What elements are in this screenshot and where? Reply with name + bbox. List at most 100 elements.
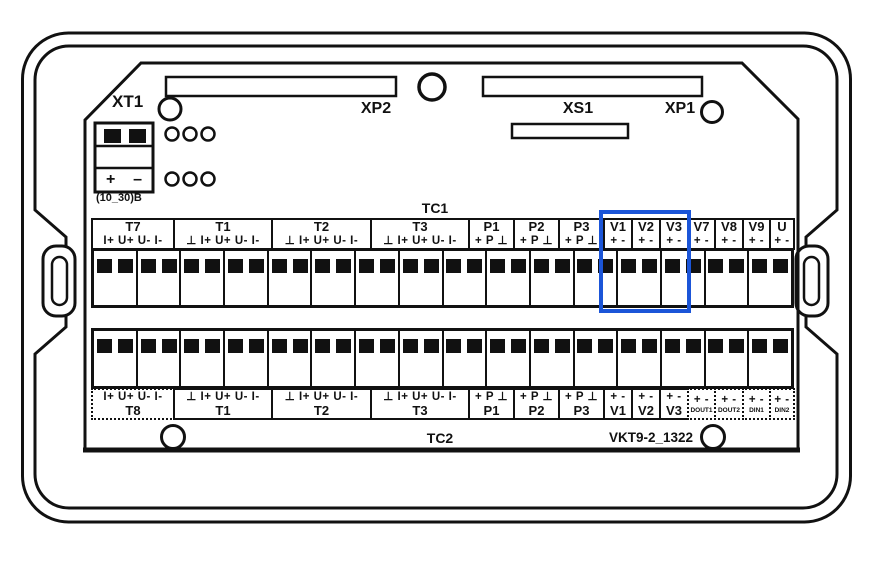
- group-name: P1: [483, 219, 500, 234]
- terminal-cell: [181, 251, 226, 305]
- group-pins: ⊥ I+ U+ U- I-: [284, 391, 359, 403]
- terminal-contact: [117, 339, 133, 353]
- group-pins: + P ⊥: [519, 235, 554, 247]
- connector-xp2-bar: [164, 75, 398, 98]
- terminal-contact: [621, 339, 637, 353]
- group-name: V8: [721, 219, 737, 234]
- terminal-group-v1: + - V1: [603, 388, 633, 420]
- group-name: T1: [215, 403, 231, 418]
- terminal-contact: [446, 259, 462, 273]
- xt1-voltage-label: (10_30)B: [96, 192, 142, 204]
- group-pins: ⊥ I+ U+ U- I-: [383, 391, 457, 403]
- terminal-group-v1: V1 + -: [603, 218, 633, 250]
- xt1-contact-1: [104, 129, 121, 143]
- terminal-contact: [402, 259, 418, 273]
- terminal-cell: [531, 331, 575, 386]
- terminal-cell: [138, 251, 182, 305]
- group-name: DIN2: [774, 407, 790, 414]
- terminal-group-v7: V7 + -: [687, 218, 716, 250]
- terminal-group-t3: T3 ⊥ I+ U+ U- I-: [370, 218, 470, 250]
- terminal-cell: [618, 331, 662, 386]
- terminal-contact: [379, 339, 395, 353]
- group-pins: + P ⊥: [519, 391, 554, 403]
- group-name: T7: [125, 219, 141, 234]
- group-pins: + -: [693, 394, 710, 406]
- group-name: V3: [666, 403, 682, 418]
- connection-panel-outline: [83, 61, 800, 450]
- terminal-contact: [271, 259, 287, 273]
- terminal-contact: [773, 339, 789, 353]
- terminal-cell: [531, 251, 575, 305]
- terminal-contact: [315, 259, 331, 273]
- bottom-terminal-strip: [91, 328, 794, 389]
- connector-xp1-bar: [481, 75, 704, 98]
- terminal-contact: [621, 259, 637, 273]
- terminal-cell: [749, 251, 791, 305]
- terminal-group-t7: T7 I+ U+ U- I-: [91, 218, 175, 250]
- terminal-cell: [575, 331, 619, 386]
- terminal-contact: [577, 259, 593, 273]
- left-latch-slot: [50, 255, 69, 307]
- terminal-contact: [379, 259, 395, 273]
- terminal-group-t1: T1 ⊥ I+ U+ U- I-: [173, 218, 273, 250]
- xt1-minus-sign: –: [133, 171, 143, 188]
- terminal-cell: [618, 251, 662, 305]
- terminal-contact: [598, 339, 614, 353]
- terminal-group-t2: ⊥ I+ U+ U- I- T2: [271, 388, 372, 420]
- terminal-cell: [662, 331, 706, 386]
- terminal-contact: [490, 259, 506, 273]
- group-pins: + -: [748, 394, 765, 406]
- terminal-cell: [487, 251, 531, 305]
- group-pins: I+ U+ U- I-: [103, 391, 163, 403]
- terminal-cell: [400, 331, 444, 386]
- terminal-contact: [554, 339, 570, 353]
- terminal-contact: [773, 259, 789, 273]
- terminal-contact: [248, 339, 264, 353]
- terminal-contact: [248, 259, 264, 273]
- group-pins: + -: [610, 391, 626, 403]
- tc1-label: TC1: [421, 200, 449, 216]
- group-name: T8: [125, 403, 141, 418]
- terminal-group-dout1: + - DOUT1: [687, 388, 716, 420]
- terminal-cell: [269, 331, 313, 386]
- terminal-contact: [184, 259, 200, 273]
- terminal-group-din1: + - DIN1: [742, 388, 771, 420]
- terminal-contact: [161, 259, 177, 273]
- group-pins: + -: [721, 235, 737, 247]
- terminal-contact: [554, 259, 570, 273]
- group-name: V9: [748, 219, 765, 234]
- terminal-group-din2: + - DIN2: [769, 388, 795, 420]
- terminal-cell: [356, 251, 400, 305]
- group-pins: ⊥ I+ U+ U- I-: [383, 235, 457, 247]
- terminal-cell: [444, 331, 488, 386]
- terminal-contact: [446, 339, 462, 353]
- terminal-contact: [642, 339, 658, 353]
- tc2-label: TC2: [426, 430, 454, 446]
- terminal-cell: [312, 331, 357, 386]
- xs1-label: XS1: [562, 100, 594, 117]
- terminal-contact: [664, 339, 680, 353]
- terminal-contact: [423, 339, 439, 353]
- bottom-right-hole: [700, 424, 726, 450]
- group-pins: ⊥ I+ U+ U- I-: [186, 235, 260, 247]
- terminal-contact: [96, 259, 112, 273]
- group-name: P2: [528, 219, 545, 234]
- terminal-contact: [227, 259, 243, 273]
- xp2-label: XP2: [360, 100, 392, 117]
- top-group-row: T7 I+ U+ U- I- T1 ⊥ I+ U+ U- I- T2 ⊥ I+ U+ U-…: [91, 218, 795, 250]
- terminal-contact: [577, 339, 593, 353]
- terminal-cell: [269, 251, 313, 305]
- group-name: T2: [313, 219, 330, 234]
- terminal-group-p1: P1 + P ⊥: [468, 218, 515, 250]
- group-pins: + -: [666, 235, 682, 247]
- terminal-cell: [181, 331, 226, 386]
- group-pins: + -: [693, 235, 710, 247]
- group-pins: + -: [638, 391, 654, 403]
- terminal-contact: [227, 339, 243, 353]
- terminal-group-p3: + P ⊥ P3: [558, 388, 605, 420]
- terminal-contact: [685, 339, 701, 353]
- terminal-group-p3: P3 + P ⊥: [558, 218, 605, 250]
- group-pins: ⊥ I+ U+ U- I-: [284, 235, 359, 247]
- terminal-group-v9: V9 + -: [742, 218, 771, 250]
- case-inner-outline: [33, 44, 839, 510]
